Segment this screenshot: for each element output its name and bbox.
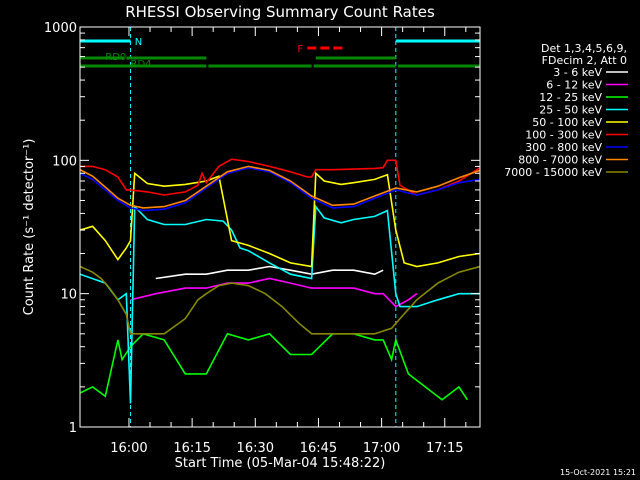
legend-label: 6 - 12 keV xyxy=(546,79,602,92)
x-tick-label: 16:30 xyxy=(237,441,274,456)
status-annotations: NRD0RD4F xyxy=(80,37,480,70)
legend-header: FDecim 2, Att 0 xyxy=(542,54,627,67)
series-line xyxy=(80,166,480,212)
series-line xyxy=(130,277,418,308)
annotation-label: RD0 xyxy=(105,52,126,63)
legend-header: Det 1,3,4,5,6,9, xyxy=(541,42,627,55)
x-tick-label: 16:15 xyxy=(173,441,210,456)
x-tick-label: 17:00 xyxy=(363,441,400,456)
y-tick-label: 10 xyxy=(60,288,77,303)
footer-timestamp: 15-Oct-2021 15:21 xyxy=(560,468,636,477)
legend-label: 12 - 25 keV xyxy=(539,91,602,104)
series-line xyxy=(80,332,469,401)
legend-label: 7000 - 15000 keV xyxy=(504,166,602,179)
series-line xyxy=(80,158,480,196)
legend-label: 100 - 300 keV xyxy=(525,129,602,142)
chart-title: RHESSI Observing Summary Count Rates xyxy=(125,3,435,21)
series-line xyxy=(80,171,480,268)
series-lines xyxy=(80,158,480,404)
y-axis-label: Count Rate (s⁻¹ detector⁻¹) xyxy=(22,139,37,316)
x-axis-label: Start Time (05-Mar-04 15:48:22) xyxy=(175,456,386,471)
y-tick-label: 1 xyxy=(69,421,77,436)
y-tick-label: 1000 xyxy=(44,21,77,36)
annotation-label: F xyxy=(297,44,303,55)
legend-label: 300 - 800 keV xyxy=(525,141,602,154)
series-line xyxy=(80,265,480,335)
y-tick-label: 100 xyxy=(52,154,77,169)
legend-label: 25 - 50 keV xyxy=(539,104,602,117)
x-tick-label: 16:45 xyxy=(300,441,337,456)
legend: Det 1,3,4,5,6,9,FDecim 2, Att 03 - 6 keV… xyxy=(504,42,628,179)
plot-frame xyxy=(79,26,481,428)
legend-label: 800 - 7000 keV xyxy=(518,154,602,167)
series-line xyxy=(80,165,480,209)
x-tick-label: 17:15 xyxy=(426,441,463,456)
x-tick-label: 16:00 xyxy=(110,441,147,456)
axes: 1 10 100 1000 16:00 16:15 16:30 16:45 17:00 17:15 xyxy=(44,21,480,456)
series-line xyxy=(80,204,480,404)
legend-label: 3 - 6 keV xyxy=(553,66,602,79)
annotation-label: N xyxy=(135,37,142,48)
legend-label: 50 - 100 keV xyxy=(532,116,602,129)
